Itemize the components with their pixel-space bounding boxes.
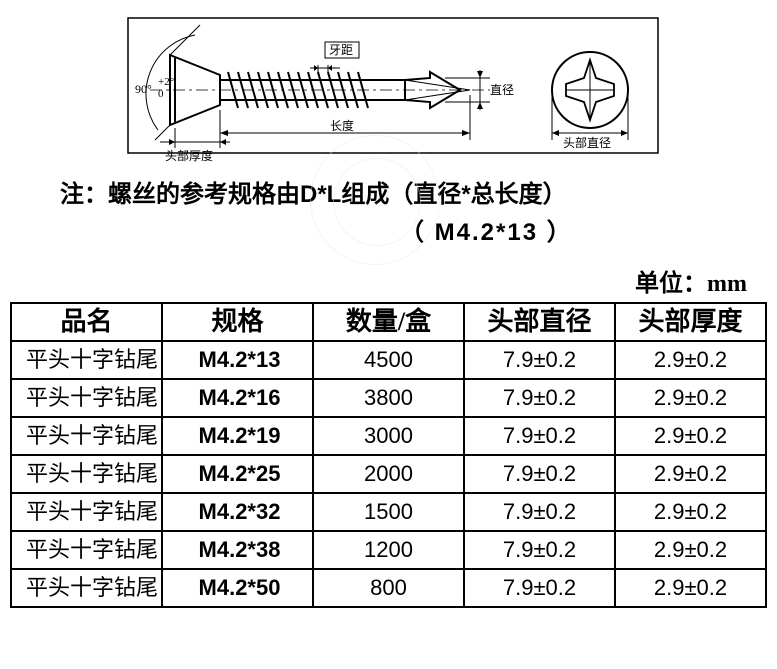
- table-header-row: 品名 规格 数量/盒 头部直径 头部厚度: [11, 303, 766, 342]
- th-qty: 数量/盒: [313, 303, 464, 342]
- cell-head-thk: 2.9±0.2: [615, 341, 766, 379]
- cell-qty: 1200: [313, 531, 464, 569]
- cell-spec: M4.2*32: [162, 493, 313, 531]
- table-row: 平头十字钻尾M4.2*3215007.9±0.22.9±0.2: [11, 493, 766, 531]
- cell-head-dia: 7.9±0.2: [464, 493, 615, 531]
- cell-name: 平头十字钻尾: [11, 417, 162, 455]
- angle-tol-bot: 0: [158, 88, 164, 100]
- cell-name: 平头十字钻尾: [11, 455, 162, 493]
- note-block: 注：螺丝的参考规格由D*L组成（直径*总长度） （ M4.2*13 ）: [0, 170, 777, 253]
- note-line2: （ M4.2*13 ）: [60, 214, 717, 252]
- svg-text:牙距: 牙距: [329, 43, 353, 57]
- table-row: 平头十字钻尾M4.2*1638007.9±0.22.9±0.2: [11, 379, 766, 417]
- cell-spec: M4.2*50: [162, 569, 313, 607]
- pitch-annotation: 牙距: [310, 42, 359, 75]
- cell-head-thk: 2.9±0.2: [615, 379, 766, 417]
- screw-diagram: 90° +2° 0 牙距 直径: [0, 0, 777, 170]
- cell-name: 平头十字钻尾: [11, 531, 162, 569]
- cell-name: 平头十字钻尾: [11, 569, 162, 607]
- screw-side-view: [150, 55, 490, 125]
- note-line1: 注：螺丝的参考规格由D*L组成（直径*总长度）: [60, 176, 717, 214]
- svg-text:长度: 长度: [330, 118, 354, 133]
- cell-name: 平头十字钻尾: [11, 379, 162, 417]
- cell-qty: 3000: [313, 417, 464, 455]
- cell-qty: 1500: [313, 493, 464, 531]
- cell-spec: M4.2*38: [162, 531, 313, 569]
- spec-table: 品名 规格 数量/盒 头部直径 头部厚度 平头十字钻尾M4.2*1345007.…: [10, 302, 767, 609]
- cell-head-thk: 2.9±0.2: [615, 531, 766, 569]
- th-spec: 规格: [162, 303, 313, 342]
- table-row: 平头十字钻尾M4.2*1345007.9±0.22.9±0.2: [11, 341, 766, 379]
- cell-spec: M4.2*13: [162, 341, 313, 379]
- th-head-thk: 头部厚度: [615, 303, 766, 342]
- unit-label: 单位：mm: [0, 263, 777, 298]
- th-name: 品名: [11, 303, 162, 342]
- table-row: 平头十字钻尾M4.2*3812007.9±0.22.9±0.2: [11, 531, 766, 569]
- cell-qty: 4500: [313, 341, 464, 379]
- cell-head-thk: 2.9±0.2: [615, 493, 766, 531]
- angle-tol-top: +2°: [158, 76, 174, 88]
- table-row: 平头十字钻尾M4.2*2520007.9±0.22.9±0.2: [11, 455, 766, 493]
- cell-name: 平头十字钻尾: [11, 341, 162, 379]
- cell-qty: 3800: [313, 379, 464, 417]
- head-thickness-annotation: 头部厚度: [160, 128, 230, 163]
- angle-label: 90°: [135, 82, 152, 96]
- table-row: 平头十字钻尾M4.2*508007.9±0.22.9±0.2: [11, 569, 766, 607]
- svg-text:直径: 直径: [490, 83, 514, 97]
- cell-spec: M4.2*16: [162, 379, 313, 417]
- cell-head-dia: 7.9±0.2: [464, 531, 615, 569]
- cell-head-dia: 7.9±0.2: [464, 417, 615, 455]
- cell-head-thk: 2.9±0.2: [615, 569, 766, 607]
- cell-head-thk: 2.9±0.2: [615, 417, 766, 455]
- svg-text:头部厚度: 头部厚度: [165, 148, 213, 163]
- cell-head-dia: 7.9±0.2: [464, 455, 615, 493]
- cell-head-dia: 7.9±0.2: [464, 569, 615, 607]
- cell-head-dia: 7.9±0.2: [464, 379, 615, 417]
- cell-head-dia: 7.9±0.2: [464, 341, 615, 379]
- svg-text:头部直径: 头部直径: [563, 135, 611, 150]
- cell-head-thk: 2.9±0.2: [615, 455, 766, 493]
- screw-top-view: 头部直径: [552, 52, 628, 150]
- diagram-svg: 90° +2° 0 牙距 直径: [0, 0, 777, 170]
- cell-qty: 2000: [313, 455, 464, 493]
- cell-name: 平头十字钻尾: [11, 493, 162, 531]
- table-row: 平头十字钻尾M4.2*1930007.9±0.22.9±0.2: [11, 417, 766, 455]
- cell-spec: M4.2*25: [162, 455, 313, 493]
- cell-spec: M4.2*19: [162, 417, 313, 455]
- th-head-dia: 头部直径: [464, 303, 615, 342]
- cell-qty: 800: [313, 569, 464, 607]
